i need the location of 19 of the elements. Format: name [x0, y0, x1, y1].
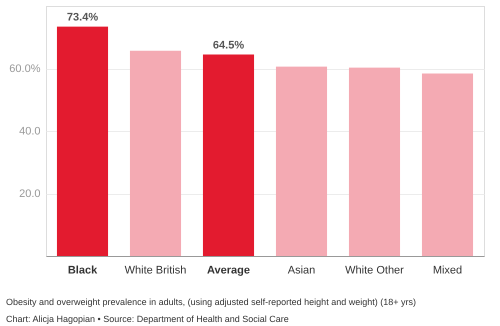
bar [202, 54, 254, 256]
data-label: 73.4% [66, 12, 98, 24]
x-tick-label: Mixed [432, 264, 462, 276]
x-tick-label: Asian [288, 264, 316, 276]
y-tick-label: 20.0 [19, 188, 40, 200]
x-tick-label: White British [124, 264, 186, 276]
text: Obesity and overweight prevalence in adults, (using adjusted self-reported height and weight) (18+ yrs) [6, 297, 416, 307]
bar [56, 26, 108, 256]
data-label: 64.5% [212, 39, 244, 52]
bar [422, 74, 474, 256]
bar [130, 50, 182, 256]
x-tick-label: Average [206, 264, 250, 276]
x-tick-label: Black [68, 264, 98, 276]
x-tick-label: White Other [345, 264, 404, 276]
text: Chart: Alicja Hagopian • Source: Department of Health and Social Care [6, 314, 289, 324]
y-tick-label: 40.0 [19, 126, 40, 138]
bar [348, 68, 400, 256]
bar [276, 66, 328, 256]
y-tick-label: 60.0% [9, 63, 41, 75]
